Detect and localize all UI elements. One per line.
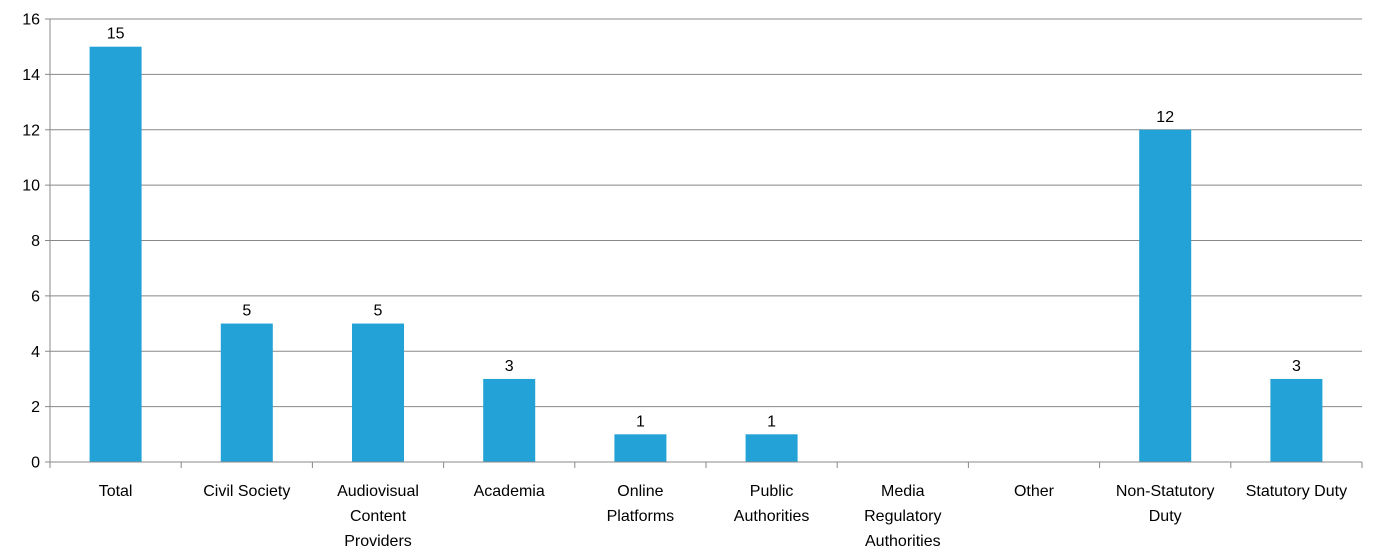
bar	[1270, 378, 1323, 462]
bar	[220, 323, 273, 462]
category-label: Content	[350, 508, 407, 525]
data-label: 15	[107, 26, 125, 43]
y-tick-label: 2	[31, 399, 40, 416]
y-tick-label: 4	[31, 344, 40, 361]
bar	[89, 46, 142, 462]
data-label: 3	[1292, 358, 1301, 375]
y-tick-label: 16	[22, 12, 40, 29]
data-label: 3	[505, 358, 514, 375]
category-label: Public	[750, 483, 794, 500]
category-labels: Total Civil Society Audiovisual Content Prov…	[99, 483, 1347, 550]
category-label: Civil Society	[203, 483, 290, 500]
data-label: 5	[374, 303, 383, 320]
bar	[614, 434, 667, 462]
category-label: Online	[617, 483, 663, 500]
data-label: 1	[767, 413, 776, 430]
category-label: Providers	[344, 533, 412, 550]
bar	[483, 378, 536, 462]
category-label: Audiovisual	[337, 483, 419, 500]
y-tick-label: 10	[22, 178, 40, 195]
bar	[745, 434, 798, 462]
y-tick-label: 6	[31, 288, 40, 305]
data-label: 12	[1156, 109, 1174, 126]
y-tick-labels: 0 2 4 6 8 10 12 14 16	[22, 12, 40, 472]
data-label: 5	[242, 303, 251, 320]
category-label: Statutory Duty	[1246, 483, 1347, 500]
category-label: Other	[1014, 483, 1055, 500]
y-tick-label: 14	[22, 67, 40, 84]
data-label: 1	[636, 413, 645, 430]
category-label: Academia	[474, 483, 545, 500]
data-labels: 15 5 5 3 1 1 12 3	[107, 26, 1301, 431]
bar	[352, 323, 404, 462]
y-tick-label: 0	[31, 455, 40, 472]
axes	[45, 18, 1363, 468]
category-label: Duty	[1149, 508, 1182, 525]
bar	[1139, 129, 1192, 462]
category-label: Media	[881, 483, 925, 500]
category-label: Total	[99, 483, 133, 500]
category-label: Non-Statutory	[1116, 483, 1215, 500]
category-label: Regulatory	[864, 508, 941, 525]
category-label: Authorities	[734, 508, 810, 525]
category-label: Platforms	[607, 508, 675, 525]
category-label: Authorities	[865, 533, 941, 550]
y-tick-label: 12	[22, 122, 40, 139]
bars	[89, 46, 1323, 462]
y-tick-label: 8	[31, 233, 40, 250]
